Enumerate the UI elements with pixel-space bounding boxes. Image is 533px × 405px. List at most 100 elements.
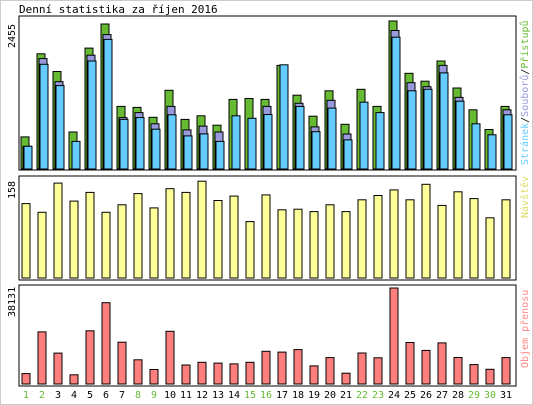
bar-visits-day-17	[277, 209, 287, 279]
bars-transfer-panel	[21, 287, 511, 385]
x-label-day-8: 8	[135, 390, 141, 401]
x-label-day-19: 19	[308, 390, 320, 401]
bar-visits-day-1	[21, 203, 31, 279]
chart-title: Denní statistika za říjen 2016	[19, 3, 218, 16]
bar-visits-day-16	[261, 194, 271, 279]
x-axis-day-labels: 1 2 3 4 5 6 7 8 9 10 11 12 13 14 15 16 17 18 19 20 21 22 23 24 2…	[23, 390, 512, 401]
bar-transfer-day-10	[165, 330, 175, 385]
bar-transfer-day-12	[197, 361, 207, 385]
bar-pages-day-11	[183, 135, 193, 170]
x-label-day-25: 25	[404, 390, 416, 401]
bar-visits-day-31	[501, 199, 511, 279]
bar-pages-day-21	[343, 139, 353, 170]
bar-transfer-day-31	[501, 357, 511, 385]
bar-pages-day-9	[151, 128, 161, 170]
bar-transfer-day-21	[341, 372, 351, 385]
x-label-day-4: 4	[71, 390, 77, 401]
bar-pages-day-7	[119, 118, 129, 170]
bar-pages-day-1	[23, 145, 33, 170]
side-label-hits: Stránek/Souborů/Přístupů	[519, 20, 531, 165]
x-label-day-11: 11	[180, 390, 192, 401]
bar-visits-day-29	[469, 198, 479, 279]
bar-transfer-day-8	[133, 359, 143, 385]
x-label-day-20: 20	[324, 390, 336, 401]
bar-visits-day-6	[101, 211, 111, 279]
ytick-hits: 2455	[7, 24, 18, 48]
bar-pages-day-23	[375, 112, 385, 170]
side-label-part-3: /	[520, 69, 531, 75]
x-label-day-14: 14	[228, 390, 240, 401]
bar-pages-day-4	[71, 140, 81, 170]
bar-pages-day-5	[87, 60, 97, 170]
bar-transfer-day-9	[149, 369, 159, 385]
bar-pages-day-15	[247, 117, 257, 170]
side-label-transfer: Objem přenosu	[519, 290, 531, 368]
bar-pages-day-19	[311, 131, 321, 170]
bar-transfer-day-6	[101, 302, 111, 385]
bar-visits-day-26	[421, 183, 431, 279]
x-label-day-7: 7	[119, 390, 125, 401]
x-label-day-18: 18	[292, 390, 304, 401]
x-label-day-23: 23	[372, 390, 384, 401]
x-label-day-6: 6	[103, 390, 109, 401]
bar-pages-day-30	[487, 134, 497, 170]
side-label-visits: Návštěv	[519, 176, 531, 218]
bar-transfer-day-18	[293, 349, 303, 385]
bar-pages-day-31	[503, 114, 513, 170]
bar-transfer-day-13	[213, 362, 223, 385]
bar-visits-day-2	[37, 211, 47, 279]
bar-pages-day-24	[391, 36, 401, 170]
bar-visits-day-9	[149, 207, 159, 279]
bar-pages-day-29	[471, 123, 481, 170]
x-label-day-17: 17	[276, 390, 288, 401]
bar-pages-day-26	[423, 88, 433, 170]
x-label-day-5: 5	[87, 390, 93, 401]
bar-transfer-day-22	[357, 352, 367, 385]
bar-pages-day-17	[279, 64, 289, 170]
bar-pages-day-12	[199, 133, 209, 170]
x-label-day-12: 12	[196, 390, 208, 401]
bar-pages-day-25	[407, 90, 417, 170]
bar-transfer-day-26	[421, 349, 431, 385]
bar-transfer-day-5	[85, 330, 95, 385]
bar-transfer-day-1	[21, 373, 31, 385]
x-label-day-10: 10	[164, 390, 176, 401]
x-label-day-1: 1	[23, 390, 29, 401]
bar-pages-day-27	[439, 72, 449, 170]
x-label-day-22: 22	[356, 390, 368, 401]
side-label-part-2: Souborů	[519, 75, 531, 117]
bar-transfer-day-25	[405, 342, 415, 385]
bar-visits-day-11	[181, 191, 191, 279]
x-label-day-31: 31	[500, 390, 512, 401]
ytick-transfer: 38131	[7, 287, 18, 317]
bar-visits-day-4	[69, 200, 79, 279]
bar-visits-day-28	[453, 191, 463, 279]
bar-transfer-day-24	[389, 287, 399, 385]
bars-hits-panel	[20, 20, 513, 170]
bar-pages-day-10	[167, 114, 177, 170]
bar-visits-day-8	[133, 193, 143, 279]
x-label-day-27: 27	[436, 390, 448, 401]
x-label-day-9: 9	[151, 390, 157, 401]
bar-transfer-day-7	[117, 341, 127, 385]
bars-visits-panel	[21, 180, 511, 279]
bar-transfer-day-27	[437, 342, 447, 385]
x-label-day-3: 3	[55, 390, 61, 401]
bar-visits-day-15	[245, 221, 255, 279]
bar-visits-day-30	[485, 217, 495, 279]
x-label-day-26: 26	[420, 390, 432, 401]
x-label-day-28: 28	[452, 390, 464, 401]
bar-visits-day-24	[389, 189, 399, 279]
bar-transfer-day-14	[229, 363, 239, 385]
x-label-day-29: 29	[468, 390, 480, 401]
bar-pages-day-2	[39, 63, 49, 170]
bar-pages-day-13	[215, 140, 225, 170]
bar-visits-day-25	[405, 199, 415, 279]
bar-pages-day-20	[327, 107, 337, 170]
bar-pages-day-18	[295, 105, 305, 170]
x-label-day-15: 15	[244, 390, 256, 401]
side-label-part-0: Stránek	[519, 123, 531, 165]
bar-visits-day-18	[293, 208, 303, 279]
bar-visits-day-5	[85, 191, 95, 279]
